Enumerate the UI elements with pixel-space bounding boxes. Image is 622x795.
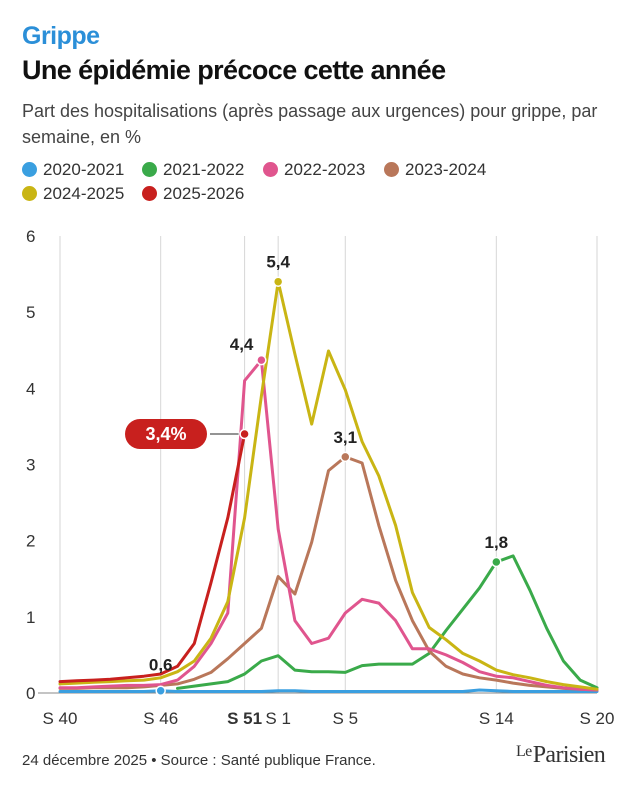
y-tick-label: 2 (26, 532, 35, 551)
series-line-2022-2023 (58, 358, 599, 692)
y-tick-label: 3 (26, 456, 35, 475)
axis-layer: 0 1 2 3 4 5 6 S 40 S 46 S 51 S 1 S 5 S 14 S 20 (26, 227, 614, 728)
value-dot (340, 451, 351, 463)
legend-item-2022-2023: 2022-2023 (263, 158, 365, 182)
value-label: 3,1 (333, 428, 357, 447)
legend-swatch (384, 162, 399, 177)
kicker-label: Grippe (22, 22, 100, 50)
legend-item-2021-2022: 2021-2022 (142, 158, 244, 182)
legend-item-2025-2026: 2025-2026 (142, 182, 244, 206)
value-dot (491, 556, 502, 568)
annotation-layer: 5,4 4,4 3,1 1,8 0,6 3,4% (125, 253, 508, 696)
series-line-2024-2025 (58, 280, 599, 691)
legend-item-2020-2021: 2020-2021 (22, 158, 124, 182)
legend-swatch (142, 186, 157, 201)
legend-swatch (263, 162, 278, 177)
legend-label: 2023-2024 (405, 160, 487, 179)
series-line-2021-2022 (176, 554, 599, 690)
legend-swatch (22, 162, 37, 177)
y-tick-label: 4 (26, 379, 35, 398)
series-line-2023-2024 (58, 455, 599, 692)
series-layer (58, 280, 599, 693)
x-tick-label: S 51 (227, 709, 262, 728)
value-dot (256, 354, 267, 366)
x-tick-label: S 14 (479, 709, 514, 728)
y-tick-label: 6 (26, 227, 35, 246)
legend-swatch (142, 162, 157, 177)
value-dot (155, 685, 166, 696)
value-label: 5,4 (266, 253, 290, 272)
value-dot (272, 276, 284, 287)
y-tick-label: 1 (26, 608, 35, 627)
x-tick-label: S 46 (143, 709, 178, 728)
footer-source: 24 décembre 2025 • Source : Santé publiq… (22, 752, 376, 769)
series-line-2020-2021 (58, 688, 599, 693)
le-parisien-logo: LeParisien (516, 742, 606, 769)
x-tick-label: S 5 (333, 709, 359, 728)
legend-swatch (22, 186, 37, 201)
x-tick-label: S 1 (265, 709, 291, 728)
legend-label: 2020-2021 (43, 160, 125, 179)
value-dot (239, 428, 250, 440)
chart-title: Une épidémie précoce cette année (22, 55, 446, 85)
grid-layer (38, 236, 598, 694)
value-badge-label: 3,4% (145, 424, 186, 444)
legend-label: 2022-2023 (284, 160, 366, 179)
series-line-2025-2026 (58, 432, 247, 684)
legend-label: 2021-2022 (163, 160, 245, 179)
x-tick-label: S 40 (43, 709, 78, 728)
chart-subtitle: Part des hospitalisations (après passage… (22, 101, 598, 147)
value-badge (125, 419, 207, 450)
logo-big-text: Parisien (532, 742, 606, 768)
legend-item-2024-2025: 2024-2025 (22, 182, 124, 206)
legend-label: 2025-2026 (163, 184, 245, 203)
y-tick-label: 0 (26, 684, 35, 703)
logo-small-text: Le (516, 743, 532, 760)
legend-label: 2024-2025 (43, 184, 125, 203)
value-label: 1,8 (484, 533, 508, 552)
value-label: 0,6 (149, 656, 173, 675)
x-tick-label: S 20 (580, 709, 615, 728)
value-label: 4,4 (230, 335, 254, 354)
y-tick-label: 5 (26, 303, 35, 322)
legend-item-2023-2024: 2023-2024 (384, 158, 486, 182)
